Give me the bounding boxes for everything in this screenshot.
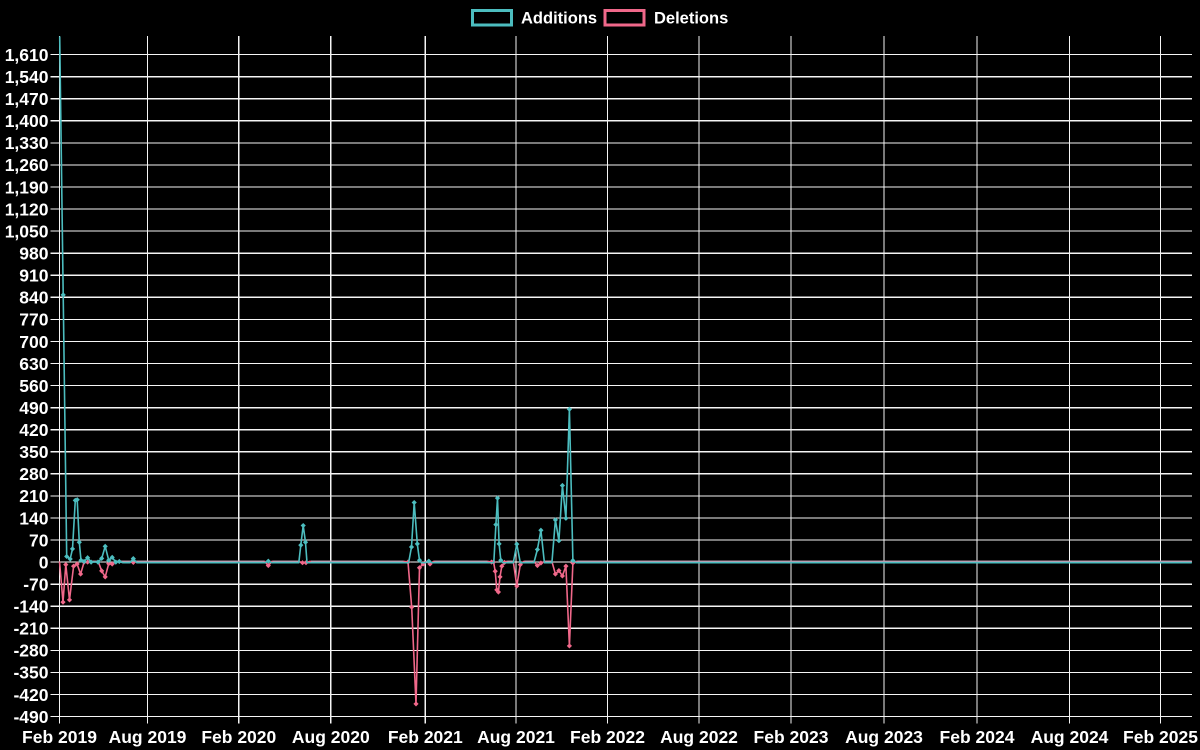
svg-text:1,540: 1,540	[5, 67, 49, 87]
svg-text:Feb 2023: Feb 2023	[754, 727, 829, 747]
svg-text:1,190: 1,190	[5, 177, 49, 197]
svg-text:490: 490	[19, 398, 48, 418]
svg-text:-140: -140	[13, 597, 48, 617]
svg-text:Aug 2020: Aug 2020	[292, 727, 370, 747]
svg-text:-280: -280	[13, 641, 48, 661]
svg-text:910: 910	[19, 266, 48, 286]
svg-text:1,260: 1,260	[5, 155, 49, 175]
svg-text:770: 770	[19, 310, 48, 330]
svg-text:350: 350	[19, 442, 48, 462]
svg-text:1,610: 1,610	[5, 45, 49, 65]
svg-text:210: 210	[19, 486, 48, 506]
svg-text:840: 840	[19, 288, 48, 308]
svg-text:700: 700	[19, 332, 48, 352]
svg-text:Additions: Additions	[521, 10, 597, 28]
svg-text:Deletions: Deletions	[654, 10, 728, 28]
svg-text:-350: -350	[13, 663, 48, 683]
svg-text:-210: -210	[13, 619, 48, 639]
svg-text:280: 280	[19, 464, 48, 484]
svg-text:630: 630	[19, 354, 48, 374]
svg-text:Feb 2024: Feb 2024	[940, 727, 1015, 747]
svg-text:560: 560	[19, 376, 48, 396]
svg-text:140: 140	[19, 508, 48, 528]
svg-text:Aug 2024: Aug 2024	[1031, 727, 1109, 747]
svg-text:1,050: 1,050	[5, 221, 49, 241]
svg-text:Aug 2023: Aug 2023	[845, 727, 923, 747]
svg-text:-70: -70	[23, 575, 49, 595]
svg-text:420: 420	[19, 420, 48, 440]
svg-text:980: 980	[19, 244, 48, 264]
svg-text:0: 0	[39, 552, 49, 572]
svg-text:-490: -490	[13, 707, 48, 727]
svg-text:1,470: 1,470	[5, 89, 49, 109]
svg-text:Aug 2021: Aug 2021	[477, 727, 555, 747]
svg-text:Feb 2022: Feb 2022	[570, 727, 645, 747]
svg-text:Feb 2021: Feb 2021	[388, 727, 463, 747]
svg-text:Feb 2019: Feb 2019	[22, 727, 97, 747]
svg-text:1,400: 1,400	[5, 111, 49, 131]
svg-text:Feb 2025: Feb 2025	[1123, 727, 1198, 747]
svg-text:Aug 2019: Aug 2019	[109, 727, 187, 747]
svg-text:1,120: 1,120	[5, 199, 49, 219]
svg-text:1,330: 1,330	[5, 133, 49, 153]
svg-text:70: 70	[29, 530, 49, 550]
svg-text:Feb 2020: Feb 2020	[201, 727, 276, 747]
svg-text:Aug 2022: Aug 2022	[660, 727, 738, 747]
svg-text:-420: -420	[13, 685, 48, 705]
